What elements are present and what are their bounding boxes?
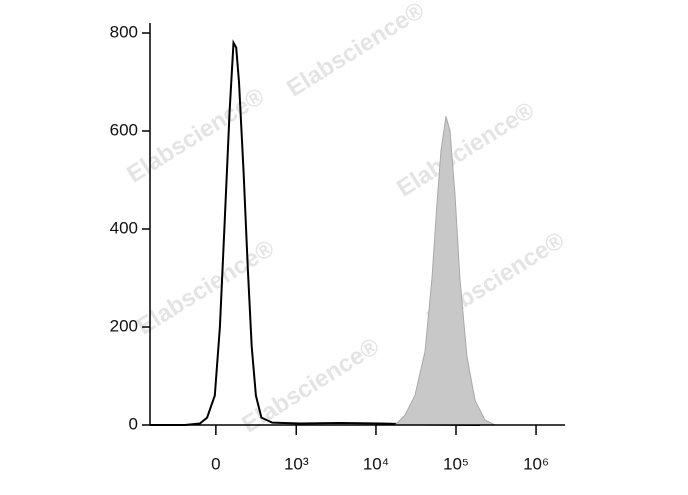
x-tick-label: 10⁶ [523, 454, 549, 473]
x-tick-label: 10⁵ [443, 454, 469, 473]
x-tick-label: 0 [211, 454, 220, 473]
y-tick-label: 400 [110, 218, 138, 237]
watermark: Elabscience® [122, 83, 269, 189]
y-tick-label: 200 [110, 316, 138, 335]
histogram-line [150, 39, 481, 426]
watermarks: Elabscience® Elabscience® Elabscience® E… [122, 0, 569, 438]
y-tick-label: 0 [129, 414, 138, 433]
watermark: Elabscience® [392, 97, 539, 203]
x-tick-label: 10⁴ [363, 454, 389, 473]
x-tick-label: 10³ [284, 454, 309, 473]
histogram-area [393, 116, 496, 426]
y-tick-label: 600 [110, 120, 138, 139]
y-tick-label: 800 [110, 22, 138, 41]
watermark: Elabscience® [282, 0, 429, 102]
watermark: Elabscience® [132, 235, 279, 341]
